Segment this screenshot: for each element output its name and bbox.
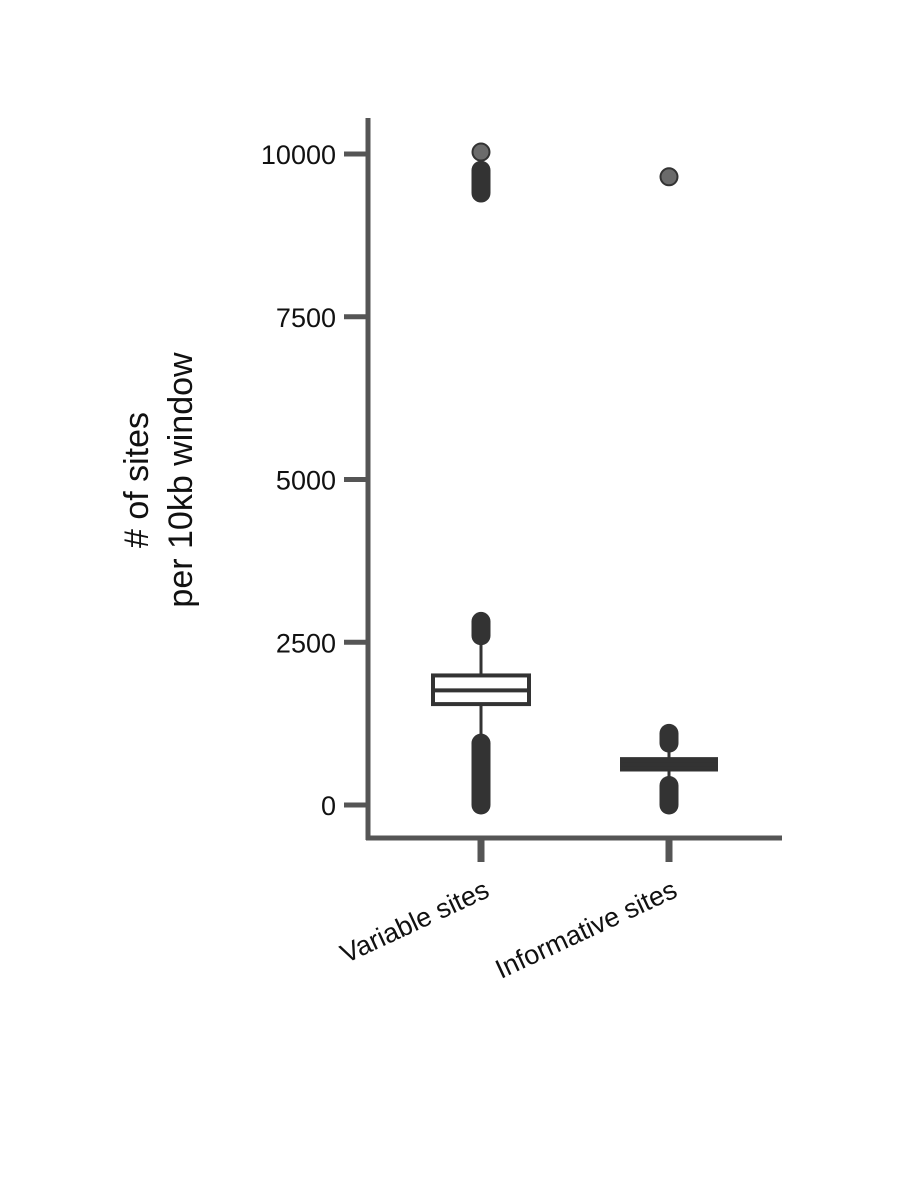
- y-axis-title-line-1: # of sites: [118, 412, 156, 548]
- outlier-point: [659, 167, 679, 187]
- y-axis-title: # of sites per 10kb window: [118, 352, 200, 608]
- x-tick-label: Informative sites: [491, 874, 682, 984]
- x-tick-label: Variable sites: [336, 874, 494, 969]
- y-tick-label: 0: [321, 791, 336, 821]
- box-group: [431, 142, 531, 815]
- box-group: [620, 167, 718, 815]
- outlier-point: [471, 142, 491, 162]
- plot-marks: [431, 142, 718, 815]
- y-tick-label: 7500: [276, 303, 336, 333]
- axes: [365, 118, 782, 841]
- y-ticks: 0 2500 5000 7500 10000: [261, 140, 368, 821]
- y-tick-label: 5000: [276, 466, 336, 496]
- y-tick-label: 10000: [261, 140, 336, 170]
- y-tick-label: 2500: [276, 628, 336, 658]
- y-axis-title-line-2: per 10kb window: [162, 352, 200, 608]
